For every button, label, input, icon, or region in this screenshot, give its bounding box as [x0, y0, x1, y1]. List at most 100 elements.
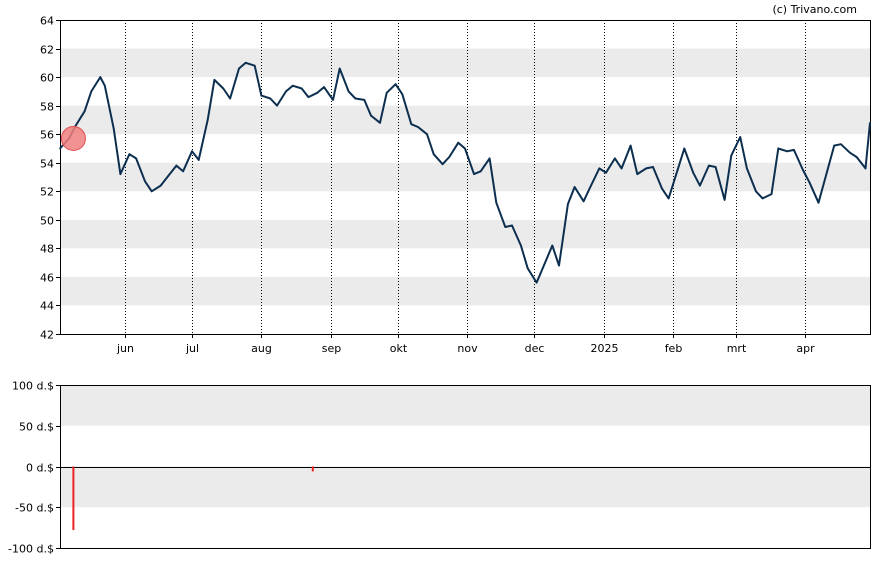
price-point — [370, 114, 372, 117]
price-point — [175, 164, 178, 167]
price-point — [739, 136, 741, 138]
price-point — [761, 197, 764, 200]
dividend-y-tick-label: -100 d.$ — [8, 543, 54, 556]
price-chart-gridlines — [125, 20, 806, 334]
price-point — [441, 163, 444, 165]
price-point — [683, 147, 686, 150]
price-point — [222, 87, 225, 90]
y-tick-label: 62 — [40, 44, 54, 57]
y-tick-label: 56 — [40, 129, 54, 142]
dividend-bars — [72, 466, 314, 531]
x-tick-label: jul — [185, 342, 199, 355]
price-point — [213, 79, 216, 81]
price-point — [59, 147, 61, 150]
price-point — [104, 84, 106, 87]
y-tick-label: 64 — [40, 15, 54, 28]
price-point — [864, 167, 867, 170]
x-tick-label: dec — [525, 342, 545, 355]
price-point — [582, 200, 585, 203]
price-point — [354, 97, 357, 100]
price-point — [645, 167, 647, 170]
price-point — [840, 143, 842, 145]
price-point — [542, 266, 545, 268]
price-point — [144, 180, 146, 183]
x-tick-label: sep — [322, 342, 341, 355]
x-tick-label: nov — [457, 342, 478, 355]
x-tick-label: aug — [251, 342, 272, 355]
price-point — [316, 92, 319, 94]
price-point — [83, 110, 86, 113]
price-point — [307, 96, 310, 98]
price-point — [786, 150, 788, 153]
price-point — [808, 181, 811, 184]
price-chart-y-axis: 42 44 46 48 50 52 54 56 58 60 62 64 — [40, 15, 60, 342]
price-chart-frame — [60, 20, 871, 335]
price-point — [74, 124, 77, 127]
price-point — [363, 99, 366, 101]
price-point — [526, 267, 529, 270]
y-tick-label: 48 — [40, 243, 54, 256]
price-point — [495, 201, 498, 204]
price-band — [60, 219, 870, 249]
price-point — [520, 244, 522, 247]
price-point — [746, 167, 748, 170]
price-point — [300, 87, 303, 90]
price-point — [723, 199, 726, 201]
y-tick-label: 44 — [40, 300, 54, 313]
dividend-bar — [311, 466, 314, 472]
price-point — [197, 159, 200, 161]
price-point — [457, 141, 460, 144]
price-point — [504, 226, 507, 228]
dividend-chart-frame — [60, 385, 871, 549]
price-line-layer — [59, 61, 871, 284]
price-point — [448, 156, 451, 158]
price-point — [90, 90, 93, 93]
price-point — [699, 184, 701, 187]
price-point — [347, 90, 350, 93]
dividend-y-tick-label: 50 d.$ — [19, 421, 54, 434]
price-point — [385, 92, 388, 94]
x-tick-label: feb — [665, 342, 683, 355]
price-point — [426, 133, 428, 135]
price-point — [473, 173, 475, 175]
price-point — [567, 203, 569, 205]
price-point — [182, 170, 184, 173]
y-tick-label: 54 — [40, 158, 54, 171]
price-point — [573, 186, 576, 188]
price-point — [479, 170, 482, 173]
x-tick-label: jun — [116, 342, 134, 355]
price-point — [824, 177, 826, 180]
price-point — [159, 184, 162, 187]
price-point — [191, 150, 193, 153]
price-marker-layer — [60, 125, 86, 151]
price-point — [410, 123, 413, 125]
price-point — [730, 154, 733, 157]
price-chart-x-axis: jun jul aug sep okt nov dec 2025 feb mrt apr — [116, 334, 815, 355]
price-band — [60, 48, 870, 78]
y-tick-label: 60 — [40, 72, 54, 85]
price-point — [432, 153, 435, 155]
price-point — [817, 201, 820, 204]
price-point — [849, 151, 851, 154]
price-point — [708, 164, 710, 167]
price-point — [276, 104, 278, 107]
price-point — [692, 171, 694, 174]
y-tick-label: 42 — [40, 329, 54, 342]
y-tick-label: 50 — [40, 215, 54, 228]
price-chart-bands — [60, 48, 870, 306]
price-point — [323, 86, 325, 88]
price-point — [464, 147, 466, 150]
price-point — [229, 97, 231, 100]
dividend-y-tick-label: 100 d.$ — [12, 380, 54, 393]
price-point — [166, 176, 169, 178]
price-point — [855, 156, 858, 158]
dividend-band — [60, 466, 870, 508]
price-point — [558, 264, 560, 267]
x-tick-label: mrt — [727, 342, 747, 355]
price-point — [488, 157, 491, 160]
price-point — [260, 94, 263, 97]
price-point — [119, 173, 122, 175]
price-point — [338, 67, 341, 70]
price-band — [60, 105, 870, 135]
